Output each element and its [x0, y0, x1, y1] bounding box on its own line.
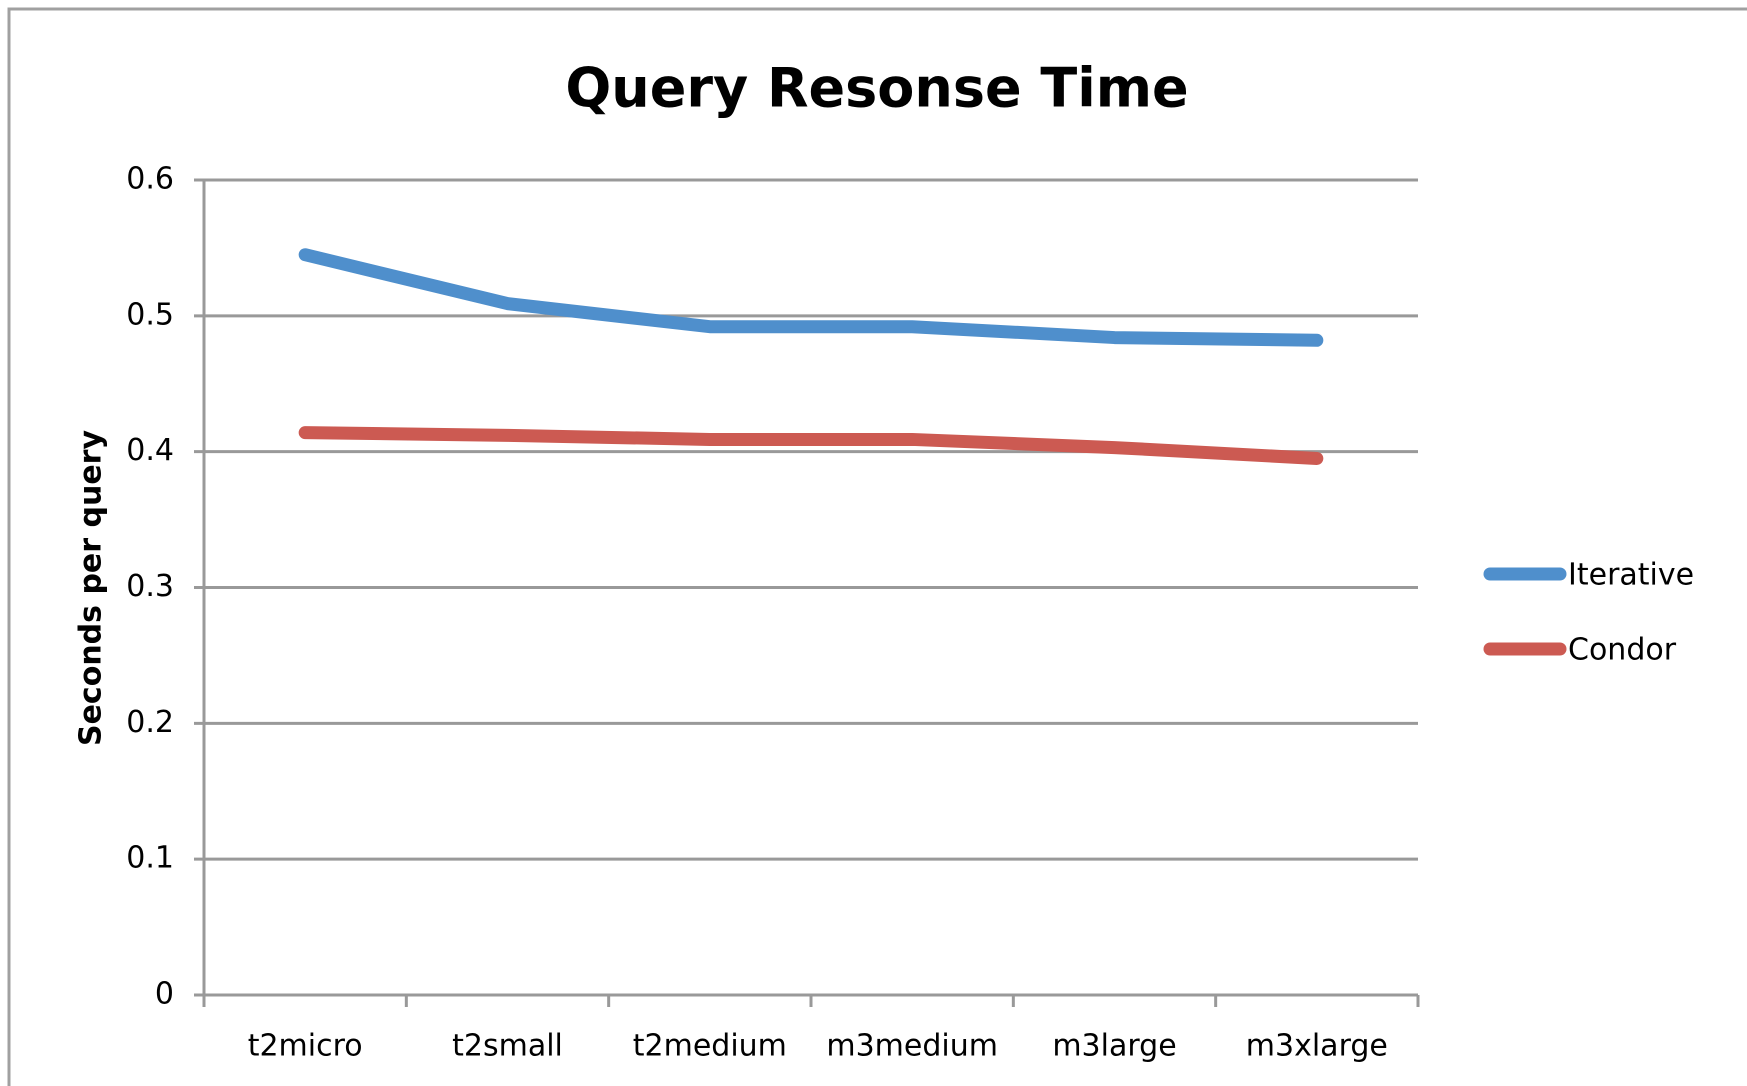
y-tick-label: 0.4	[126, 433, 174, 468]
x-tick-label: m3medium	[826, 1029, 998, 1064]
legend-label: Condor	[1568, 633, 1677, 668]
chart-title: Query Resonse Time	[565, 57, 1188, 120]
legend-label: Iterative	[1568, 558, 1694, 593]
y-tick-label: 0.3	[126, 569, 174, 604]
x-tick-label: t2small	[452, 1029, 563, 1064]
series-line	[298, 248, 1324, 347]
x-tick-label: t2micro	[248, 1029, 363, 1064]
y-tick-label: 0.1	[126, 841, 174, 876]
series-line	[298, 426, 1324, 465]
x-tick-label: t2medium	[633, 1029, 787, 1064]
x-tick-label: m3large	[1052, 1029, 1176, 1064]
x-tick-label: m3xlarge	[1246, 1029, 1388, 1064]
chart-frame	[7, 7, 1747, 1086]
y-tick-label: 0.5	[126, 297, 174, 332]
y-axis-label: Seconds per query	[74, 430, 109, 747]
y-tick-label: 0.2	[126, 705, 174, 740]
y-tick-label: 0	[155, 977, 174, 1012]
y-tick-label: 0.6	[126, 162, 174, 197]
